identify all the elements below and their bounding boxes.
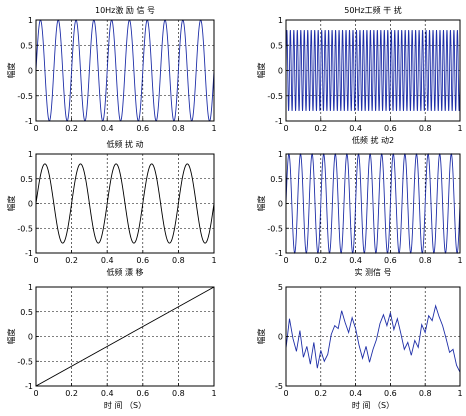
x-tick-label: 0 bbox=[283, 124, 288, 133]
x-tick-label: 0.8 bbox=[172, 389, 185, 398]
y-axis-label: 幅度 bbox=[256, 329, 266, 345]
x-tick-label: 0 bbox=[33, 389, 38, 398]
x-tick-label: 0 bbox=[283, 256, 288, 265]
chart-title: 10Hz激 励 信 号 bbox=[95, 5, 155, 15]
y-axis-label: 幅度 bbox=[6, 196, 16, 212]
y-tick-label: 0 bbox=[28, 200, 33, 209]
y-tick-label: 1 bbox=[278, 150, 283, 159]
y-tick-label: -1 bbox=[25, 117, 33, 126]
y-axis-label: 幅度 bbox=[6, 329, 16, 345]
y-tick-label: 0 bbox=[278, 200, 283, 209]
x-tick-label: 0 bbox=[283, 389, 288, 398]
x-tick-label: 0.6 bbox=[384, 256, 397, 265]
y-tick-label: 0.5 bbox=[270, 175, 283, 184]
chart-title: 低频 扰 动 bbox=[106, 139, 143, 149]
x-tick-label: 0 bbox=[33, 256, 38, 265]
x-tick-label: 0.6 bbox=[136, 124, 149, 133]
y-tick-label: -0.5 bbox=[17, 224, 33, 233]
x-tick-label: 0.4 bbox=[349, 124, 362, 133]
chart-title: 50Hz工频 干 扰 bbox=[344, 5, 401, 15]
axes-frame bbox=[285, 286, 461, 387]
y-tick-label: 0 bbox=[278, 333, 283, 342]
x-tick-label: 1 bbox=[457, 124, 462, 133]
y-tick-label: -5 bbox=[275, 382, 283, 391]
x-axis-label: 实 测信 号 bbox=[354, 267, 391, 277]
x-axis-label: 低频 漂 移 bbox=[106, 267, 143, 277]
series-line-1-1 bbox=[35, 19, 215, 122]
subplot-1: 0 0.2 0.4 0.6 0.8 1 -1 -0.5 0 0.5 1 10Hz激 励 信 号幅度 bbox=[6, 5, 217, 133]
x-tick-label: 0 bbox=[33, 124, 38, 133]
y-tick-label: -0.5 bbox=[17, 357, 33, 366]
y-axis-label: 幅度 bbox=[256, 196, 266, 212]
x-axis-label: 时 间 （S） bbox=[104, 400, 146, 410]
y-tick-label: 5 bbox=[278, 283, 283, 292]
x-tick-label: 0.2 bbox=[65, 256, 78, 265]
y-tick-label: 1 bbox=[28, 16, 33, 25]
x-tick-label: 0.8 bbox=[172, 124, 185, 133]
x-axis-label: 低频 扰 动2 bbox=[352, 135, 394, 145]
x-tick-label: 0.2 bbox=[314, 389, 327, 398]
y-tick-label: 1 bbox=[28, 150, 33, 159]
x-tick-label: 0.6 bbox=[136, 256, 149, 265]
y-tick-label: 0.5 bbox=[270, 41, 283, 50]
x-tick-label: 0.2 bbox=[65, 124, 78, 133]
y-tick-label: -0.5 bbox=[267, 92, 283, 101]
y-tick-label: 1 bbox=[28, 283, 33, 292]
series-line-6-1 bbox=[285, 304, 461, 373]
x-tick-label: 0.4 bbox=[101, 389, 114, 398]
y-axis-label: 幅度 bbox=[256, 63, 266, 79]
x-tick-label: 0.4 bbox=[101, 256, 114, 265]
x-tick-label: 0.6 bbox=[384, 389, 397, 398]
y-tick-label: 0.5 bbox=[20, 175, 33, 184]
y-tick-label: 0 bbox=[278, 67, 283, 76]
x-tick-label: 0.4 bbox=[349, 256, 362, 265]
x-tick-label: 0.8 bbox=[172, 256, 185, 265]
y-tick-label: 0 bbox=[28, 67, 33, 76]
subplot-5: 0 0.2 0.4 0.6 0.8 1 -1 -0.5 0 0.5 1 时 间 （S） 幅度 bbox=[6, 283, 217, 410]
y-axis-label: 幅度 bbox=[6, 63, 16, 79]
x-tick-label: 0.6 bbox=[384, 124, 397, 133]
y-tick-label: 0.5 bbox=[20, 41, 33, 50]
x-tick-label: 0.4 bbox=[101, 124, 114, 133]
x-tick-label: 1 bbox=[211, 124, 216, 133]
x-tick-label: 0.8 bbox=[419, 256, 432, 265]
y-tick-label: -0.5 bbox=[17, 92, 33, 101]
x-tick-label: 1 bbox=[211, 389, 216, 398]
x-tick-label: 0.8 bbox=[419, 124, 432, 133]
x-tick-label: 1 bbox=[457, 389, 462, 398]
y-tick-label: 1 bbox=[278, 16, 283, 25]
subplot-3: 0 0.2 0.4 0.6 0.8 1 -1 -0.5 0 0.5 1 低频 扰 动低频 漂 移 幅度 bbox=[6, 139, 217, 277]
y-tick-label: 0 bbox=[28, 333, 33, 342]
series-line-3-1 bbox=[35, 163, 215, 244]
subplot-2: 0 0.2 0.4 0.6 0.8 1 -1 -0.5 0 0.5 1 50Hz工频 干 扰低频 扰 … bbox=[256, 5, 463, 145]
y-tick-label: -1 bbox=[25, 249, 33, 258]
x-tick-label: 0.8 bbox=[419, 389, 432, 398]
x-axis-label: 时 间 （S） bbox=[352, 400, 394, 410]
y-tick-label: -1 bbox=[275, 117, 283, 126]
x-tick-label: 0.2 bbox=[314, 124, 327, 133]
x-tick-label: 0.2 bbox=[314, 256, 327, 265]
series-line-2-1 bbox=[285, 30, 461, 111]
y-tick-label: -0.5 bbox=[267, 224, 283, 233]
y-tick-label: 0.5 bbox=[20, 308, 33, 317]
x-tick-label: 0.6 bbox=[136, 389, 149, 398]
y-tick-label: -1 bbox=[25, 382, 33, 391]
x-tick-label: 1 bbox=[211, 256, 216, 265]
x-tick-label: 1 bbox=[457, 256, 462, 265]
x-tick-label: 0.4 bbox=[349, 389, 362, 398]
series-line-5-1 bbox=[35, 286, 215, 387]
series-line-4-1 bbox=[285, 152, 461, 255]
y-tick-label: -1 bbox=[275, 249, 283, 258]
subplot-4: 0 0.2 0.4 0.6 0.8 1 -1 -0.5 0 0.5 1 实 测信 号 幅度 bbox=[256, 150, 463, 277]
x-tick-label: 0.2 bbox=[65, 389, 78, 398]
